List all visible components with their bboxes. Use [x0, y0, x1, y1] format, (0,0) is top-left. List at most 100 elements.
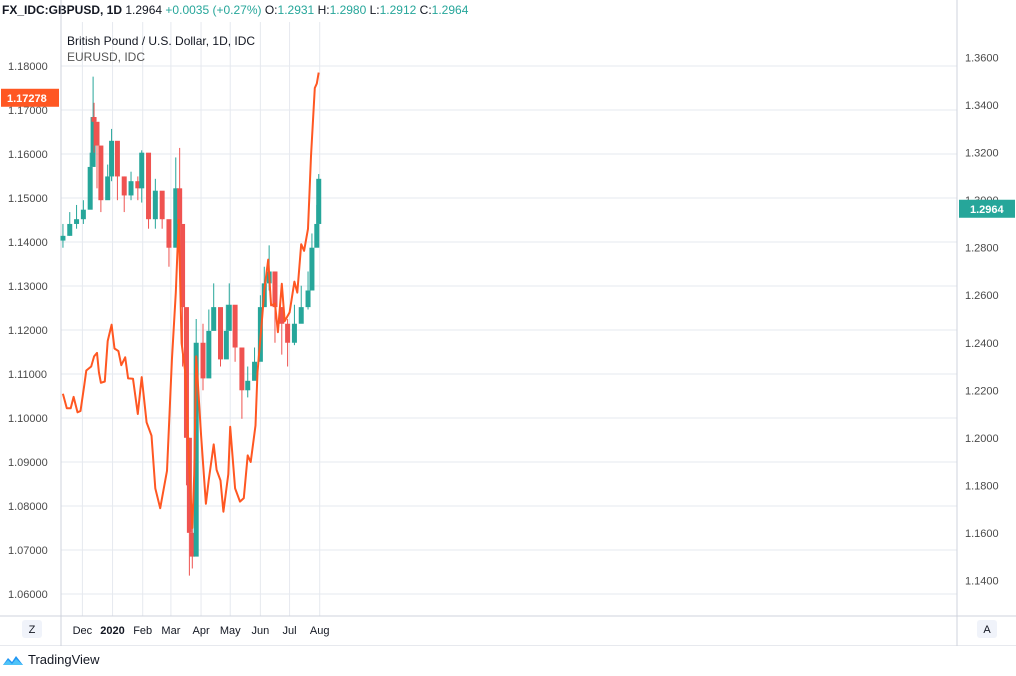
- left-axis-tick-label: 1.16000: [8, 149, 48, 161]
- last-price: 1.2964: [125, 3, 163, 17]
- low-label: L:: [369, 3, 380, 17]
- candle-body[interactable]: [309, 247, 315, 291]
- left-axis-tick-label: 1.12000: [8, 325, 48, 337]
- candle-body[interactable]: [159, 190, 165, 220]
- candle-body[interactable]: [94, 121, 100, 146]
- x-axis-tick-label: May: [220, 625, 241, 637]
- candle-body[interactable]: [314, 223, 320, 248]
- candle-body[interactable]: [139, 152, 145, 189]
- candle-body[interactable]: [206, 330, 212, 379]
- left-axis-tick-label: 1.18000: [8, 61, 48, 73]
- candle-body[interactable]: [183, 307, 189, 438]
- candle-body[interactable]: [305, 290, 311, 308]
- price-chart[interactable]: 1.18000 1.17000 1.16000 1.15000 1.14000 1.130…: [0, 0, 1016, 646]
- candle-body[interactable]: [67, 223, 73, 236]
- high-label: H:: [317, 3, 330, 17]
- candle-body[interactable]: [91, 117, 97, 122]
- left-axis-tick-label: 1.08000: [8, 501, 48, 513]
- candle-body[interactable]: [80, 209, 86, 220]
- candle-body[interactable]: [218, 307, 224, 360]
- candle-body[interactable]: [128, 181, 134, 196]
- tradingview-brand[interactable]: TradingView: [28, 652, 100, 667]
- right-axis-tick-label: 1.1600: [965, 528, 999, 540]
- candle-body[interactable]: [226, 304, 232, 331]
- candle-body[interactable]: [298, 307, 304, 324]
- gbpusd-last-value-tag: [959, 199, 1015, 218]
- auto-scale-left-button[interactable]: [22, 620, 42, 638]
- high-value: 1.2980: [329, 3, 367, 17]
- close-label: C:: [419, 3, 432, 17]
- candle-body[interactable]: [189, 532, 195, 557]
- right-axis-tick-label: 1.2000: [965, 433, 999, 445]
- auto-scale-right-button[interactable]: [977, 620, 997, 638]
- candle-body[interactable]: [279, 307, 285, 324]
- x-axis-tick-label: Jul: [283, 625, 297, 637]
- candle-body[interactable]: [193, 342, 199, 557]
- chart-legend-main: British Pound / U.S. Dollar, 1D, IDC: [67, 34, 255, 48]
- candle-body[interactable]: [135, 181, 141, 189]
- eurusd-last-value-tag: [1, 88, 59, 107]
- left-axis-tick-label: 1.06000: [8, 589, 48, 601]
- symbol-name[interactable]: FX_IDC:GBPUSD, 1D: [2, 3, 123, 17]
- x-axis-tick-label: Dec: [73, 625, 93, 637]
- left-axis-tick-label: 1.14000: [8, 237, 48, 249]
- candle-body[interactable]: [166, 219, 172, 248]
- candle-body[interactable]: [245, 380, 251, 391]
- chart-legend-compare: EURUSD, IDC: [67, 50, 145, 64]
- candle-body[interactable]: [177, 188, 183, 224]
- candle-body[interactable]: [114, 140, 120, 177]
- candle-body[interactable]: [121, 176, 127, 196]
- candle-body[interactable]: [252, 361, 258, 381]
- price-change: +0.0035 (+0.27%): [165, 3, 262, 17]
- candle-body[interactable]: [285, 323, 291, 343]
- plot-area[interactable]: [61, 22, 957, 616]
- low-value: 1.2912: [379, 3, 417, 17]
- right-axis-tick-label: 1.1400: [965, 575, 999, 587]
- candle-body[interactable]: [291, 323, 297, 343]
- candle-body[interactable]: [109, 140, 115, 177]
- candle-body[interactable]: [173, 188, 179, 248]
- open-label: O:: [264, 3, 278, 17]
- candle-body[interactable]: [272, 271, 278, 308]
- candle-body[interactable]: [200, 342, 206, 379]
- left-axis-tick-label: 1.09000: [8, 457, 48, 469]
- eurusd-line[interactable]: [61, 72, 320, 529]
- x-axis-tick-label: 2020: [100, 625, 124, 637]
- candle-body[interactable]: [87, 166, 93, 210]
- left-axis-tick-label: 1.11000: [8, 369, 47, 381]
- left-axis-tick-label: 1.15000: [8, 193, 48, 205]
- right-axis-tick-label: 1.1800: [965, 480, 999, 492]
- right-axis-tick-label: 1.2800: [965, 243, 999, 255]
- candle-body[interactable]: [223, 330, 229, 360]
- candle-body[interactable]: [105, 176, 111, 201]
- left-axis-tick-label: 1.13000: [8, 281, 48, 293]
- auto-scale-left-label: Z: [29, 624, 36, 636]
- symbol-info-bar: FX_IDC:GBPUSD, 1D 1.2964 +0.0035 (+0.27%…: [0, 0, 1016, 20]
- tradingview-logo-icon[interactable]: [2, 652, 24, 668]
- candle-body[interactable]: [152, 190, 158, 220]
- eurusd-last-value-label: 1.17278: [7, 93, 47, 105]
- candle-body[interactable]: [98, 145, 104, 201]
- right-axis-tick-label: 1.2400: [965, 338, 999, 350]
- candle-body[interactable]: [232, 304, 238, 348]
- right-axis-tick-label: 1.3600: [965, 53, 999, 65]
- candle-body[interactable]: [146, 152, 152, 220]
- close-value: 1.2964: [431, 3, 469, 17]
- candle-body[interactable]: [316, 178, 322, 224]
- candle-body[interactable]: [90, 117, 96, 167]
- x-axis-tick-label: Jun: [252, 625, 270, 637]
- x-axis-tick-label: Apr: [192, 625, 209, 637]
- candle-body[interactable]: [180, 223, 186, 308]
- candle-body[interactable]: [239, 347, 245, 391]
- left-axis-tick-label: 1.07000: [8, 545, 48, 557]
- open-value: 1.2931: [277, 3, 315, 17]
- auto-scale-right-label: A: [983, 624, 991, 636]
- candle-body[interactable]: [74, 219, 80, 224]
- left-axis-tick-label: 1.17000: [8, 105, 48, 117]
- candle-body[interactable]: [211, 307, 217, 331]
- candle-body[interactable]: [60, 235, 66, 241]
- right-axis-tick-label: 1.2200: [965, 385, 999, 397]
- x-axis-tick-label: Aug: [310, 625, 330, 637]
- footer: TradingView: [0, 646, 300, 674]
- left-axis-tick-label: 1.10000: [8, 413, 48, 425]
